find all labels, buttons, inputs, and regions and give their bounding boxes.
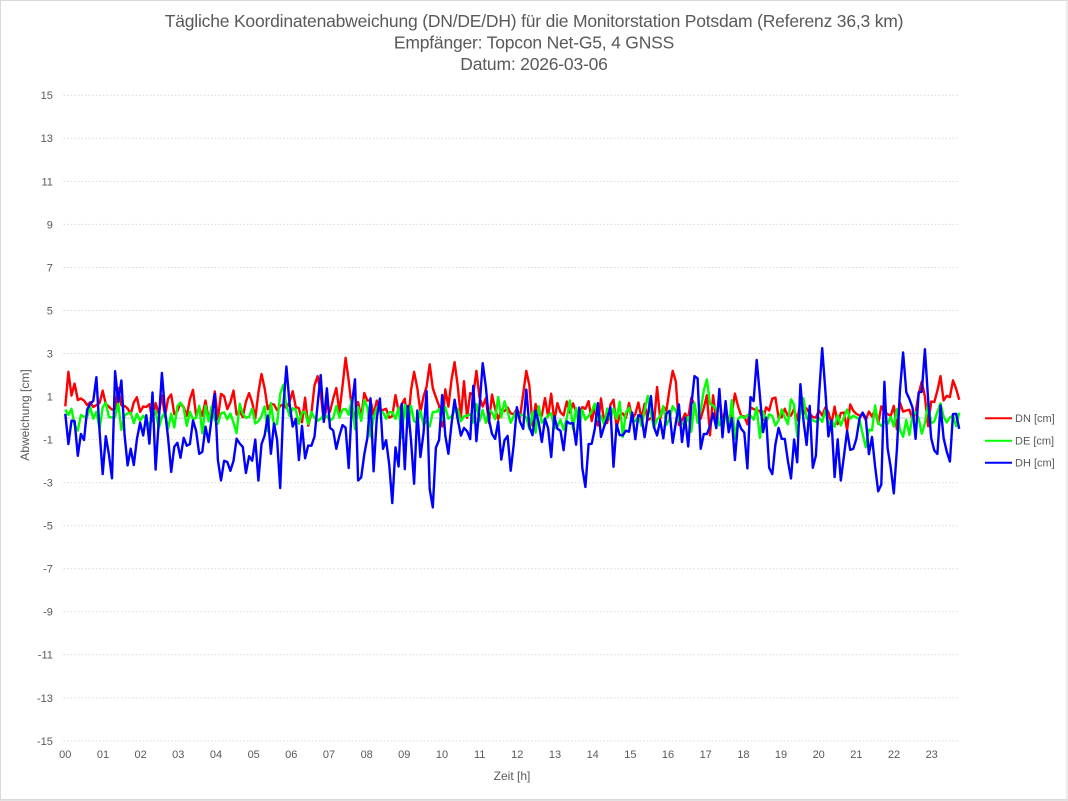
svg-text:05: 05 [248,749,260,761]
svg-text:20: 20 [813,749,825,761]
svg-text:3: 3 [47,348,53,360]
svg-text:04: 04 [210,749,222,761]
svg-text:Datum: 2026-03-06: Datum: 2026-03-06 [460,54,607,74]
svg-text:16: 16 [662,749,674,761]
svg-text:9: 9 [47,219,53,231]
svg-text:11: 11 [474,749,485,761]
svg-text:09: 09 [398,749,410,761]
svg-text:13: 13 [549,749,561,761]
svg-text:DN [cm]: DN [cm] [1015,413,1055,425]
svg-text:-3: -3 [43,478,53,490]
svg-text:-7: -7 [43,564,53,576]
svg-text:11: 11 [41,176,52,188]
svg-text:02: 02 [134,749,146,761]
svg-text:07: 07 [323,749,335,761]
svg-text:DH [cm]: DH [cm] [1015,458,1055,470]
svg-text:22: 22 [888,749,900,761]
svg-text:06: 06 [285,749,297,761]
svg-text:15: 15 [624,749,636,761]
svg-text:DE [cm]: DE [cm] [1015,436,1054,448]
svg-text:-1: -1 [43,435,53,447]
svg-text:1: 1 [47,392,53,404]
svg-text:5: 5 [47,305,53,317]
svg-text:-15: -15 [37,736,53,748]
svg-text:Abweichung [cm]: Abweichung [cm] [18,369,32,460]
svg-text:-9: -9 [43,607,53,619]
svg-text:7: 7 [47,262,53,274]
svg-text:21: 21 [850,749,862,761]
svg-text:19: 19 [775,749,787,761]
svg-text:14: 14 [587,749,599,761]
svg-text:13: 13 [41,133,53,145]
svg-text:-5: -5 [43,521,53,533]
svg-text:17: 17 [700,749,712,761]
svg-text:18: 18 [737,749,749,761]
svg-text:08: 08 [361,749,373,761]
svg-text:Tägliche Koordinatenabweichung: Tägliche Koordinatenabweichung (DN/DE/DH… [165,11,904,31]
svg-text:Zeit [h]: Zeit [h] [494,769,531,783]
svg-text:Empfänger: Topcon Net-G5, 4 GN: Empfänger: Topcon Net-G5, 4 GNSS [394,33,674,53]
svg-text:15: 15 [41,90,53,102]
svg-text:10: 10 [436,749,448,761]
svg-text:03: 03 [172,749,184,761]
svg-text:23: 23 [926,749,938,761]
svg-text:-13: -13 [37,693,53,705]
svg-text:-11: -11 [38,650,53,662]
svg-text:00: 00 [59,749,71,761]
svg-text:12: 12 [511,749,523,761]
svg-text:01: 01 [97,749,109,761]
